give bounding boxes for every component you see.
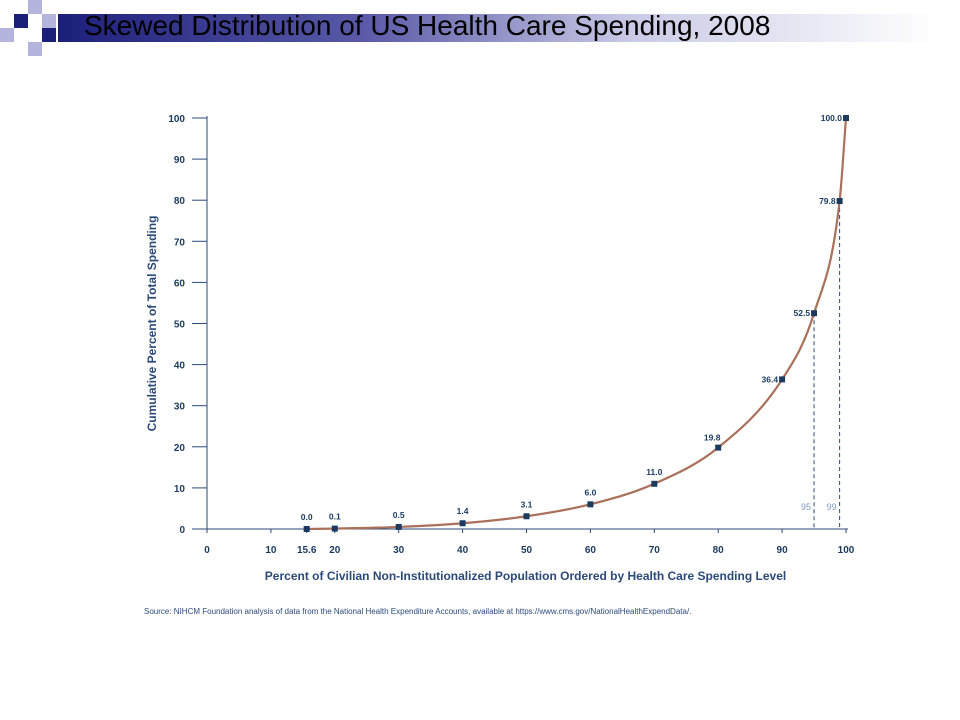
deco-square-3 bbox=[42, 14, 56, 28]
y-tick-label: 60 bbox=[174, 278, 186, 289]
data-point bbox=[715, 444, 722, 451]
guide-label-99: 99 bbox=[827, 502, 837, 512]
data-label: 0.0 bbox=[301, 512, 313, 522]
y-tick-label: 20 bbox=[174, 443, 186, 454]
data-label: 0.1 bbox=[329, 512, 341, 522]
x-tick-label: 100 bbox=[838, 545, 855, 556]
x-tick-label: 60 bbox=[585, 545, 597, 556]
data-point bbox=[811, 310, 818, 317]
data-label: 100.0 bbox=[821, 113, 843, 123]
x-tick-label: 40 bbox=[457, 545, 469, 556]
data-label: 36.4 bbox=[762, 374, 779, 384]
data-point bbox=[843, 115, 849, 121]
x-tick-label: 0 bbox=[204, 545, 210, 556]
data-point bbox=[303, 526, 310, 532]
guide-lines: 95 99 bbox=[801, 201, 841, 529]
deco-square-1 bbox=[14, 14, 28, 28]
data-label: 52.5 bbox=[794, 308, 811, 318]
data-point bbox=[779, 376, 786, 383]
y-tick-label: 90 bbox=[174, 155, 186, 166]
deco-square-4 bbox=[42, 28, 56, 42]
data-point bbox=[459, 520, 466, 527]
x-tick-label: 80 bbox=[713, 545, 725, 556]
y-tick-label: 100 bbox=[168, 114, 185, 125]
title-bar bbox=[58, 14, 938, 42]
data-label: 79.8 bbox=[819, 196, 836, 206]
y-tick-label: 30 bbox=[174, 402, 186, 413]
guide-label-95: 95 bbox=[801, 502, 811, 512]
x-tick-label: 90 bbox=[777, 545, 789, 556]
x-tick-label: 50 bbox=[521, 545, 533, 556]
y-tick-label: 40 bbox=[174, 361, 186, 372]
data-point bbox=[836, 198, 843, 205]
data-label: 19.8 bbox=[704, 433, 721, 443]
deco-square-2 bbox=[28, 0, 42, 14]
data-label: 1.4 bbox=[457, 506, 469, 516]
y-tick-label: 70 bbox=[174, 237, 186, 248]
data-label: 0.5 bbox=[393, 510, 405, 520]
data-label: 6.0 bbox=[584, 487, 596, 497]
y-tick-label: 0 bbox=[179, 525, 185, 536]
y-tick-label: 50 bbox=[174, 320, 186, 331]
data-point bbox=[331, 525, 338, 532]
deco-square-6 bbox=[0, 28, 14, 42]
data-label: 3.1 bbox=[521, 499, 533, 509]
x-tick-label: 30 bbox=[393, 545, 405, 556]
y-tick-label: 80 bbox=[174, 196, 186, 207]
source-note: Source: NIHCM Foundation analysis of dat… bbox=[144, 607, 692, 616]
data-point bbox=[587, 501, 594, 508]
data-label: 11.0 bbox=[646, 467, 662, 477]
series-line bbox=[306, 117, 848, 531]
data-point bbox=[651, 480, 658, 487]
data-point bbox=[523, 513, 530, 520]
slide-title: Skewed Distribution of US Health Care Sp… bbox=[84, 10, 771, 41]
x-tick-label: 15.6 bbox=[297, 545, 317, 556]
curve-layer bbox=[306, 117, 848, 531]
x-tick-label: 20 bbox=[329, 545, 341, 556]
x-tick-label: 70 bbox=[649, 545, 661, 556]
y-axis-title: Cumulative Percent of Total Spending bbox=[145, 216, 159, 432]
deco-square-5 bbox=[28, 42, 42, 56]
axes: 0 10 20 30 40 50 60 70 80 90 100 0 10 20 30 40 50 60 70 80 9… bbox=[168, 114, 854, 556]
x-axis-title: Percent of Civilian Non-Institutionalize… bbox=[265, 569, 786, 583]
x-tick-label: 10 bbox=[265, 545, 277, 556]
data-point bbox=[395, 523, 402, 530]
y-tick-label: 10 bbox=[174, 484, 186, 495]
data-points: 0.0 0.1 0.5 1.4 3.1 6.0 11.0 19.8 36.4 52.5 79.8 10… bbox=[301, 113, 849, 532]
